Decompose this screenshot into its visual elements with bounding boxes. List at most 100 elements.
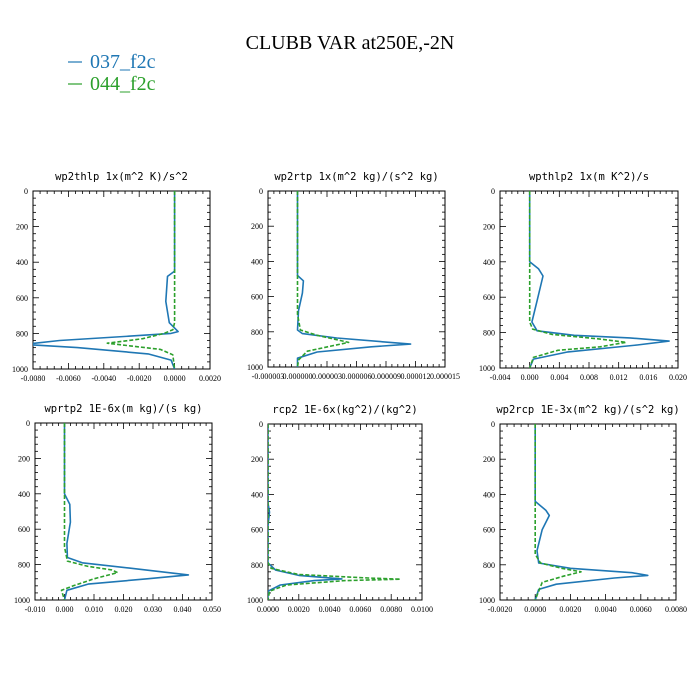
x-tick-label: -0.010 (25, 605, 46, 614)
panel-6: wp2rcp 1E-3x(m^2 kg)/(s^2 kg)0 200 400 600 8… (479, 404, 687, 614)
panel-title: wp2rtp 1x(m^2 kg)/(s^2 kg) (274, 171, 438, 183)
panel-title: wp2thlp 1x(m^2 K)/s^2 (55, 171, 188, 183)
plot-frame (34, 422, 213, 601)
series-044_f2c (534, 424, 582, 600)
y-tick-label: 600 (251, 293, 263, 302)
x-tick-label: 0.0000 (524, 605, 546, 614)
panel-title: wp2rcp 1E-3x(m^2 kg)/(s^2 kg) (496, 404, 679, 416)
panel-3: wpthlp2 1x(m K^2)/s 0 200 400 600 800 1000-0.0… (479, 171, 687, 382)
legend: 037_f2c 044_f2c (68, 51, 156, 95)
x-tick-label: -0.0060 (56, 374, 81, 383)
x-tick-label: 0.0080 (380, 605, 402, 614)
y-tick-label: 600 (483, 293, 495, 302)
series-044_f2c (296, 191, 350, 367)
x-tick-label: -0.004 (490, 373, 511, 382)
y-tick-label: 400 (16, 258, 28, 267)
x-tick-label: 0.000015 (430, 372, 460, 381)
y-tick-label: 800 (251, 561, 263, 570)
series-044_f2c (60, 423, 119, 600)
x-tick-label: 0.0040 (595, 605, 617, 614)
y-tick-label: 600 (483, 526, 495, 535)
x-tick-label: 0.010 (85, 605, 103, 614)
x-tick-label: -0.000003 (252, 372, 285, 381)
x-tick-label: 0.016 (639, 373, 657, 382)
x-tick-label: 0.000006 (342, 372, 372, 381)
y-tick-label: 1000 (479, 364, 495, 373)
x-tick-label: -0.0040 (91, 374, 116, 383)
series-044_f2c (268, 424, 402, 600)
series-037_f2c (268, 424, 343, 600)
y-tick-label: 600 (16, 294, 28, 303)
x-tick-label: 0.0100 (411, 605, 433, 614)
y-tick-label: 400 (251, 490, 263, 499)
x-tick-label: 0.000 (521, 373, 539, 382)
y-tick-label: 1000 (12, 365, 28, 374)
x-tick-label: 0.000000 (283, 372, 313, 381)
y-tick-label: 600 (251, 526, 263, 535)
plot-frame (32, 190, 211, 370)
y-tick-label: 1000 (479, 596, 495, 605)
y-tick-label: 1000 (14, 596, 30, 605)
x-tick-label: 0.0020 (199, 374, 221, 383)
panels: wp2thlp 1x(m^2 K)/s^202004006008001000-0… (12, 171, 687, 614)
y-tick-label: 200 (18, 454, 30, 463)
panel-title: wpthlp2 1x(m K^2)/s (529, 171, 649, 183)
y-tick-label: 800 (18, 561, 30, 570)
x-tick-label: 0.040 (174, 605, 192, 614)
x-tick-label: 0.050 (203, 605, 221, 614)
panel-title: wprtp2 1E-6x(m kg)/(s kg) (44, 403, 202, 415)
y-tick-label: 800 (16, 329, 28, 338)
y-tick-label: 1000 (247, 363, 263, 372)
series-037_f2c (63, 423, 190, 600)
x-tick-label: 0.0000 (164, 374, 186, 383)
legend-label-037: 037_f2c (90, 51, 156, 73)
y-tick-label: 200 (483, 222, 495, 231)
y-tick-label: 1000 (247, 596, 263, 605)
x-tick-label: 0.020 (115, 605, 133, 614)
x-tick-label: 0.012 (610, 373, 628, 382)
x-tick-label: 0.000 (56, 605, 74, 614)
x-tick-label: -0.0080 (21, 374, 46, 383)
y-tick-label: 400 (483, 490, 495, 499)
x-tick-label: 0.020 (669, 373, 687, 382)
figure-title: CLUBB VAR at250E,-2N (246, 32, 455, 54)
panel-4: wprtp2 1E-6x(m kg)/(s kg) 0 200 400 600 800 10… (14, 403, 221, 614)
plot-frame (267, 190, 446, 368)
x-tick-label: 0.0020 (559, 605, 581, 614)
x-tick-label: 0.0080 (665, 605, 687, 614)
y-tick-label: 0 (26, 419, 30, 428)
y-tick-label: 800 (483, 561, 495, 570)
series-037_f2c (296, 191, 412, 367)
series-044_f2c (528, 191, 627, 368)
y-tick-label: 0 (24, 187, 28, 196)
x-tick-label: 0.008 (580, 373, 598, 382)
panel-2: wp2rtp 1x(m^2 kg)/(s^2 kg) 0 200 400 600 800 1… (247, 171, 460, 381)
y-tick-label: 400 (251, 257, 263, 266)
x-tick-label: 0.0020 (288, 605, 310, 614)
y-tick-label: 400 (18, 490, 30, 499)
y-tick-label: 0 (259, 187, 263, 196)
y-tick-label: 0 (491, 420, 495, 429)
legend-label-044: 044_f2c (90, 73, 156, 95)
x-tick-label: 0.000009 (371, 372, 401, 381)
x-tick-label: 0.000003 (312, 372, 342, 381)
x-tick-label: 0.0040 (319, 605, 341, 614)
y-tick-label: 800 (483, 329, 495, 338)
y-tick-label: 200 (483, 455, 495, 464)
x-tick-label: 0.0000 (257, 605, 279, 614)
y-tick-label: 200 (251, 455, 263, 464)
x-tick-label: -0.0020 (488, 605, 513, 614)
series-037_f2c (528, 191, 670, 368)
panel-title: rcp2 1E-6x(kg^2)/(kg^2) (272, 404, 417, 416)
plot-frame (499, 190, 679, 369)
x-tick-label: 0.004 (550, 373, 568, 382)
y-tick-label: 200 (251, 222, 263, 231)
y-tick-label: 200 (16, 223, 28, 232)
y-tick-label: 0 (491, 187, 495, 196)
x-tick-label: 0.030 (144, 605, 162, 614)
y-tick-label: 800 (251, 328, 263, 337)
panel-5: rcp2 1E-6x(kg^2)/(kg^2) 0 200 400 600 800 1000… (247, 404, 433, 614)
x-tick-label: 0.000012 (401, 372, 431, 381)
y-tick-label: 400 (483, 258, 495, 267)
